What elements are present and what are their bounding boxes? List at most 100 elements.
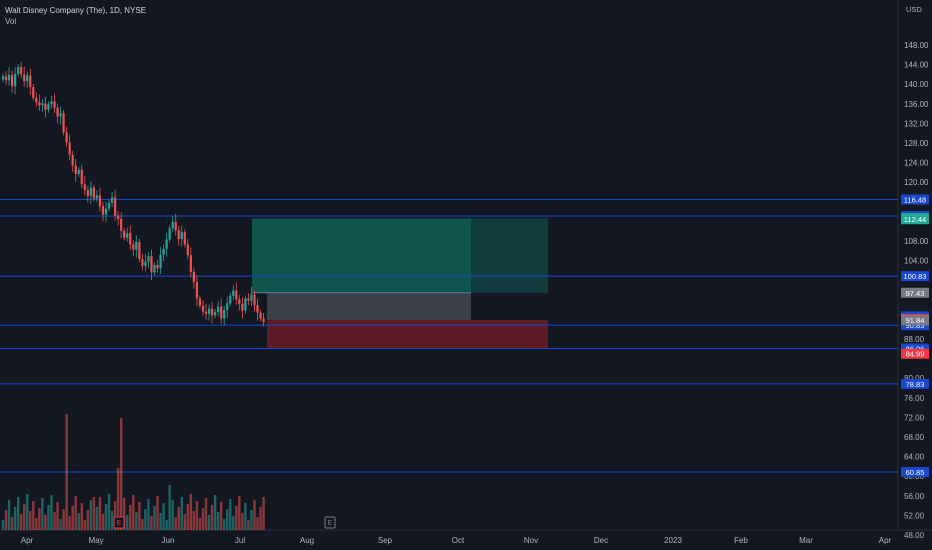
candle-body[interactable] [186, 244, 189, 256]
earnings-event-marker[interactable] [113, 516, 125, 529]
candle-body[interactable] [117, 215, 120, 219]
volume-bar [186, 504, 190, 530]
candle-body[interactable] [238, 299, 241, 304]
currency-label: USD [906, 5, 922, 14]
candle-body[interactable] [47, 104, 50, 110]
candle-body[interactable] [1, 76, 5, 80]
candle-body[interactable] [50, 101, 53, 105]
candle-body[interactable] [110, 197, 114, 203]
candle-body[interactable] [250, 294, 253, 301]
candle-body[interactable] [132, 244, 135, 250]
candle-body[interactable] [183, 232, 186, 245]
candle-body[interactable] [32, 87, 35, 98]
candle-body[interactable] [147, 256, 150, 262]
candle-body[interactable] [68, 142, 71, 155]
candle-body[interactable] [138, 241, 141, 260]
candle-body[interactable] [144, 261, 147, 266]
candle-body[interactable] [95, 195, 99, 199]
candle-body[interactable] [107, 202, 111, 209]
candle-body[interactable] [262, 318, 265, 323]
candle-body[interactable] [253, 294, 256, 306]
candle-body[interactable] [159, 254, 162, 269]
candle-body[interactable] [101, 206, 105, 215]
candle-body[interactable] [235, 290, 238, 300]
candle-body[interactable] [247, 298, 250, 301]
candle-body[interactable] [26, 75, 29, 82]
candle-body[interactable] [195, 282, 199, 299]
candle-body[interactable] [174, 221, 177, 231]
candle-body[interactable] [86, 190, 89, 196]
candle-body[interactable] [104, 208, 108, 215]
candle-body[interactable] [201, 305, 205, 312]
candle-body[interactable] [207, 308, 211, 315]
price-tick-label: 148.00 [904, 41, 929, 50]
volume-bar [116, 468, 120, 530]
candle-body[interactable] [244, 298, 247, 311]
candle-body[interactable] [256, 305, 259, 313]
candle-body[interactable] [62, 113, 65, 133]
candle-body[interactable] [192, 271, 195, 283]
candle-body[interactable] [92, 187, 95, 199]
candle-body[interactable] [38, 102, 41, 106]
candle-body[interactable] [129, 233, 132, 245]
candle-body[interactable] [83, 184, 86, 191]
candle-body[interactable] [98, 195, 102, 207]
candle-body[interactable] [59, 113, 62, 117]
candle-body[interactable] [214, 312, 217, 316]
candle-body[interactable] [168, 228, 171, 240]
price-axis-tag [901, 194, 929, 205]
candle-body[interactable] [23, 74, 26, 82]
candle-body[interactable] [153, 265, 156, 273]
candle-body[interactable] [204, 311, 208, 315]
candle-body[interactable] [229, 295, 232, 304]
candle-body[interactable] [56, 107, 59, 117]
candle-body[interactable] [223, 310, 226, 319]
candle-body[interactable] [180, 232, 183, 240]
candle-body[interactable] [210, 308, 214, 316]
candle-body[interactable] [41, 103, 44, 106]
candle-body[interactable] [217, 306, 220, 313]
candle-body[interactable] [226, 303, 229, 311]
candle-body[interactable] [156, 265, 159, 269]
candle-body[interactable] [189, 255, 192, 272]
volume-bar [174, 517, 177, 530]
candle-body[interactable] [114, 197, 117, 216]
volume-bar [26, 494, 29, 530]
candle-body[interactable] [65, 132, 68, 143]
earnings-event-marker[interactable] [324, 516, 336, 529]
candle-body[interactable] [177, 230, 180, 240]
candle-body[interactable] [150, 256, 153, 273]
candle-body[interactable] [135, 241, 138, 250]
candle-body[interactable] [71, 154, 74, 166]
candle-body[interactable] [4, 76, 8, 81]
candle-body[interactable] [220, 306, 223, 319]
price-tick-label: 108.00 [904, 237, 929, 246]
candle-body[interactable] [232, 290, 235, 296]
candle-body[interactable] [89, 187, 92, 196]
candle-body[interactable] [120, 218, 123, 231]
candle-body[interactable] [171, 221, 174, 229]
candle-body[interactable] [17, 67, 20, 74]
candle-body[interactable] [35, 97, 38, 103]
candle-body[interactable] [165, 239, 168, 249]
candle-body[interactable] [7, 74, 11, 81]
candle-body[interactable] [80, 169, 83, 185]
candle-body[interactable] [162, 248, 165, 255]
candle-body[interactable] [74, 165, 77, 174]
candle-body[interactable] [77, 169, 80, 174]
candle-body[interactable] [198, 298, 202, 306]
candle-body[interactable] [10, 74, 14, 87]
candle-body[interactable] [20, 67, 23, 75]
candle-body[interactable] [44, 103, 47, 110]
candle-body[interactable] [123, 230, 126, 238]
candle-body[interactable] [241, 303, 244, 311]
candle-body[interactable] [259, 312, 262, 319]
candle-body[interactable] [141, 259, 144, 266]
candle-body[interactable] [14, 73, 17, 87]
candle-body[interactable] [126, 233, 129, 238]
candle-body[interactable] [53, 101, 56, 108]
price-tick-label: 76.00 [904, 394, 925, 403]
candle-body[interactable] [29, 75, 32, 88]
volume-bar [38, 508, 41, 530]
